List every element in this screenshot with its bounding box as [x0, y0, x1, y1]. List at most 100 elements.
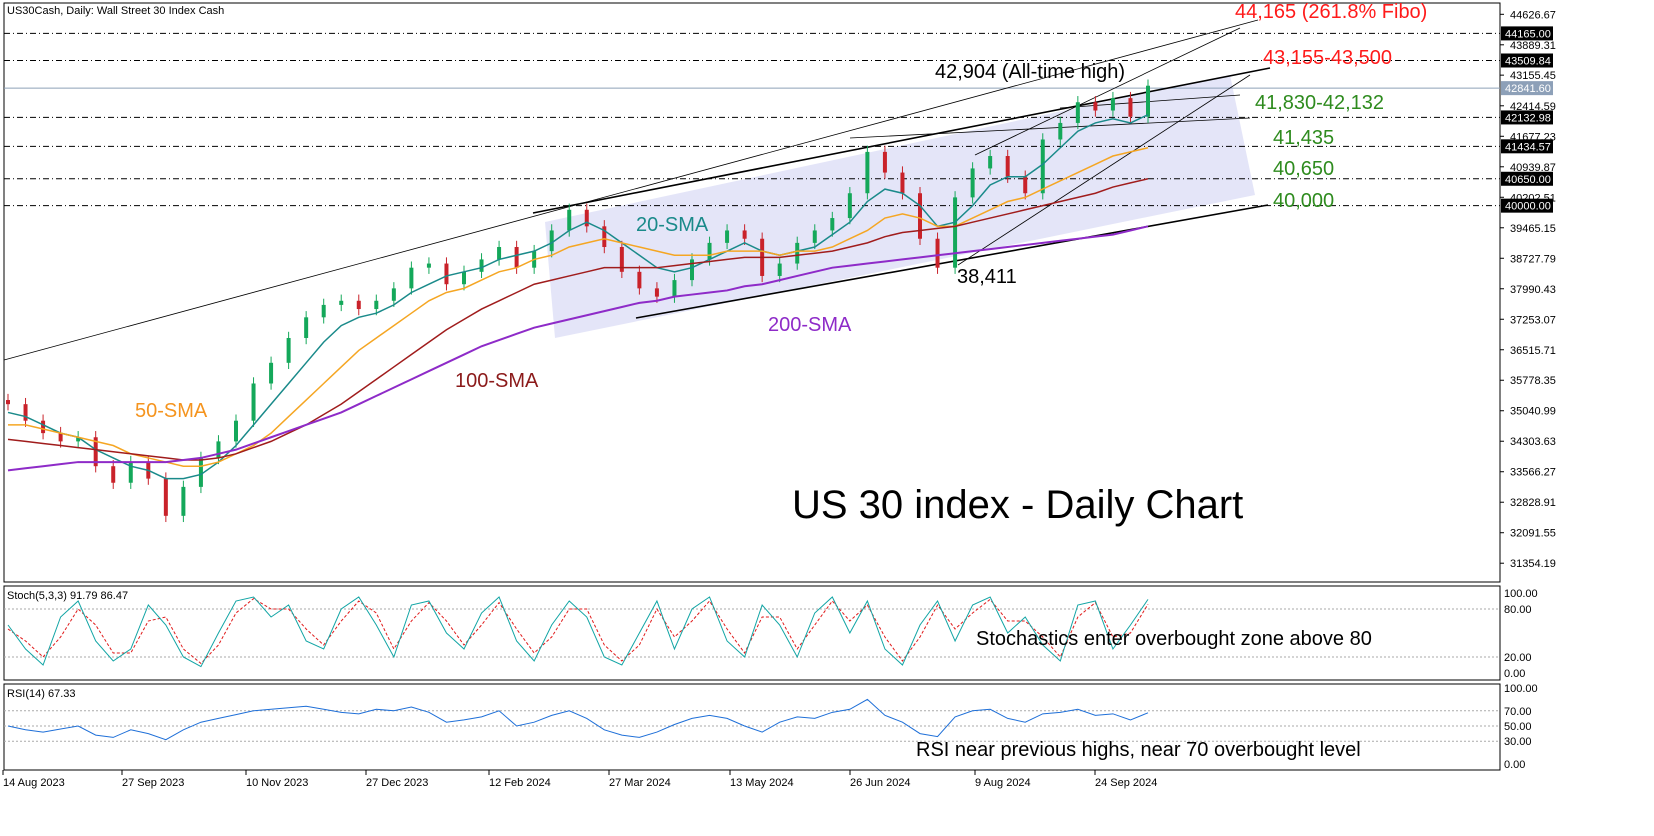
price-tick-label: 32828.91	[1510, 497, 1556, 509]
time-axis-label: 14 Aug 2023	[3, 777, 65, 789]
candle-body	[1146, 85, 1150, 117]
20-sma-line	[7, 113, 1149, 480]
price-tick-label: 37990.43	[1510, 284, 1556, 296]
candle-body	[269, 362, 274, 384]
price-tick-label: 31354.19	[1510, 558, 1556, 570]
price-tag-box	[1501, 171, 1553, 186]
candle-body	[181, 486, 186, 516]
candle-body	[1040, 139, 1045, 194]
candle-body	[514, 247, 519, 268]
trend-line	[3, 19, 1259, 361]
candle-body	[198, 457, 203, 487]
price-tag-label: 43509.84	[1505, 55, 1551, 67]
stoch-annotation: Stochastics enter overbought zone above …	[976, 628, 1372, 650]
candle-body	[918, 193, 922, 239]
candle-body	[970, 168, 975, 198]
candle-body	[847, 193, 852, 219]
rsi-tick-label: 100.00	[1504, 683, 1538, 695]
rsi-annotation: RSI near previous highs, near 70 overbou…	[916, 739, 1361, 761]
stoch-tick-label: 0.00	[1504, 668, 1525, 680]
candle-body	[234, 420, 238, 442]
trend-line	[974, 27, 1241, 156]
candle-body	[286, 337, 291, 363]
candle-body	[391, 288, 396, 301]
100-sma-line	[7, 178, 1149, 461]
candle-body	[882, 151, 887, 173]
price-tag-box	[1501, 81, 1553, 96]
candle-body	[23, 404, 28, 421]
candle-body	[777, 263, 782, 276]
candle-body	[690, 259, 694, 281]
candle-body	[1093, 102, 1098, 111]
candle-body	[356, 300, 361, 310]
price-tick-label: 37253.07	[1510, 314, 1556, 326]
rsi-label: RSI(14) 67.33	[7, 688, 75, 700]
candle-body	[128, 462, 133, 483]
time-axis-label: 26 Jun 2024	[850, 777, 911, 789]
candle-body	[444, 263, 449, 285]
price-tick-label: 35040.99	[1510, 406, 1556, 418]
candle-body	[707, 242, 712, 260]
annotation-level-41435: 41,435	[1273, 127, 1334, 149]
price-tag-box	[1501, 110, 1553, 125]
candle-body	[462, 271, 466, 285]
candle-body	[1110, 98, 1115, 111]
stoch-tick-label: 80.00	[1504, 604, 1532, 616]
200-sma-line	[7, 225, 1149, 472]
candle-body	[339, 300, 344, 305]
price-tick-label: 33566.27	[1510, 467, 1556, 479]
stoch-tick-label: 20.00	[1504, 652, 1532, 664]
rsi-tick-label: 50.00	[1504, 721, 1532, 733]
time-axis-label: 13 May 2024	[730, 777, 794, 789]
candle-body	[374, 300, 379, 310]
candle-body	[6, 400, 10, 405]
candle-body	[479, 259, 484, 272]
candle-body	[1075, 102, 1080, 123]
time-axis-label: 27 Dec 2023	[366, 777, 428, 789]
candle-body	[1128, 98, 1133, 117]
candle-body	[865, 151, 870, 194]
chart-title: US 30 index - Daily Chart	[792, 483, 1243, 527]
price-tag-label: 40000.00	[1505, 201, 1551, 213]
annotation-support-zone: 41,830-42,132	[1255, 92, 1384, 114]
price-tick-label: 39465.15	[1510, 223, 1556, 235]
candle-body	[567, 209, 572, 231]
time-axis-label: 10 Nov 2023	[246, 777, 308, 789]
candle-body	[584, 209, 589, 227]
price-tag-label: 40650.00	[1505, 174, 1551, 186]
annotation-level-40650: 40,650	[1273, 158, 1334, 180]
candle-body	[725, 230, 730, 243]
time-axis-label: 27 Mar 2024	[609, 777, 671, 789]
rsi-tick-label: 0.00	[1504, 759, 1525, 771]
label-100-sma: 100-SMA	[455, 370, 539, 392]
candle-body	[812, 230, 817, 243]
price-panel-frame	[3, 2, 1501, 583]
candle-body	[953, 197, 958, 268]
candle-body	[672, 280, 677, 297]
price-tag-label: 44165.00	[1505, 28, 1551, 40]
candle-body	[619, 247, 624, 272]
stoch-tick-label: 100.00	[1504, 588, 1538, 600]
rsi-tick-label: 70.00	[1504, 706, 1532, 718]
candle-body	[988, 156, 993, 169]
label-200-sma: 200-SMA	[768, 314, 852, 336]
candle-body	[321, 304, 326, 318]
annotation-level-40000: 40,000	[1273, 190, 1334, 212]
price-tag-label: 42841.60	[1505, 83, 1551, 95]
trend-line	[849, 117, 1251, 139]
candle-body	[58, 433, 63, 442]
price-tag-box	[1501, 53, 1553, 68]
candle-body	[830, 218, 835, 231]
price-tick-label: 32091.55	[1510, 528, 1556, 540]
price-tick-label: 34303.63	[1510, 436, 1556, 448]
label-50-sma: 50-SMA	[135, 400, 208, 422]
candle-body	[602, 226, 607, 248]
annotation-fibo: 44,165 (261.8% Fibo)	[1235, 1, 1427, 23]
candle-body	[163, 478, 168, 516]
stoch-panel-frame	[3, 585, 1501, 681]
channel-shading	[545, 75, 1255, 338]
price-tag-box	[1501, 26, 1553, 41]
candle-body	[549, 230, 554, 252]
candle-body	[742, 230, 747, 239]
